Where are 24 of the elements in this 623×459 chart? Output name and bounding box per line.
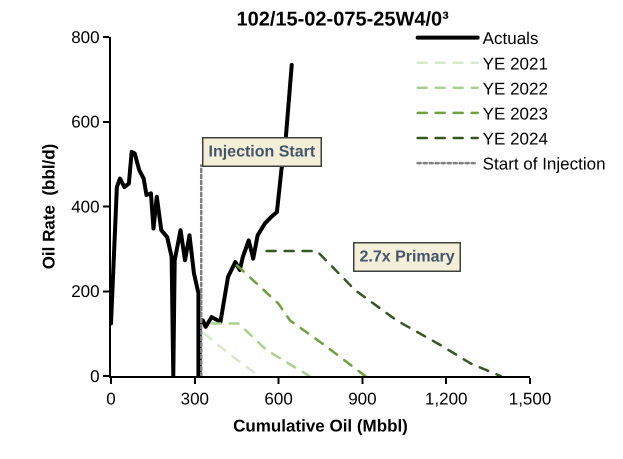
- y-tick-label: 800: [71, 28, 100, 47]
- line-series: [236, 264, 366, 376]
- x-tick-label: 300: [180, 389, 209, 408]
- x-axis-title: Cumulative Oil (Mbbl): [233, 416, 408, 436]
- legend-label: YE 2023: [482, 104, 548, 124]
- y-tick-label: 200: [71, 282, 100, 302]
- y-tick-label: 0: [90, 366, 100, 386]
- legend-label: YE 2024: [482, 130, 548, 149]
- x-tick-label: 1,500: [508, 389, 552, 408]
- annotation: Injection Start: [208, 144, 316, 160]
- x-tick-label: 0: [106, 389, 116, 408]
- y-axis-title: Oil Rate (bbl/d): [39, 144, 58, 270]
- legend-label: YE 2021: [482, 54, 548, 74]
- x-tick-label: 600: [264, 389, 293, 408]
- legend-label: YE 2022: [482, 79, 548, 98]
- y-tick-label: 600: [71, 112, 100, 132]
- annotation: 2.7x Primary: [360, 248, 455, 266]
- x-tick-label: 900: [348, 389, 377, 408]
- line-series: [265, 250, 502, 376]
- x-tick-label: 1,200: [424, 389, 468, 408]
- chart-title: 102/15-02-075-25W4/0³: [236, 8, 450, 30]
- legend-label: Start of Injection: [482, 154, 606, 174]
- y-tick-label: 400: [71, 197, 100, 216]
- legend-label: Actuals: [482, 29, 538, 48]
